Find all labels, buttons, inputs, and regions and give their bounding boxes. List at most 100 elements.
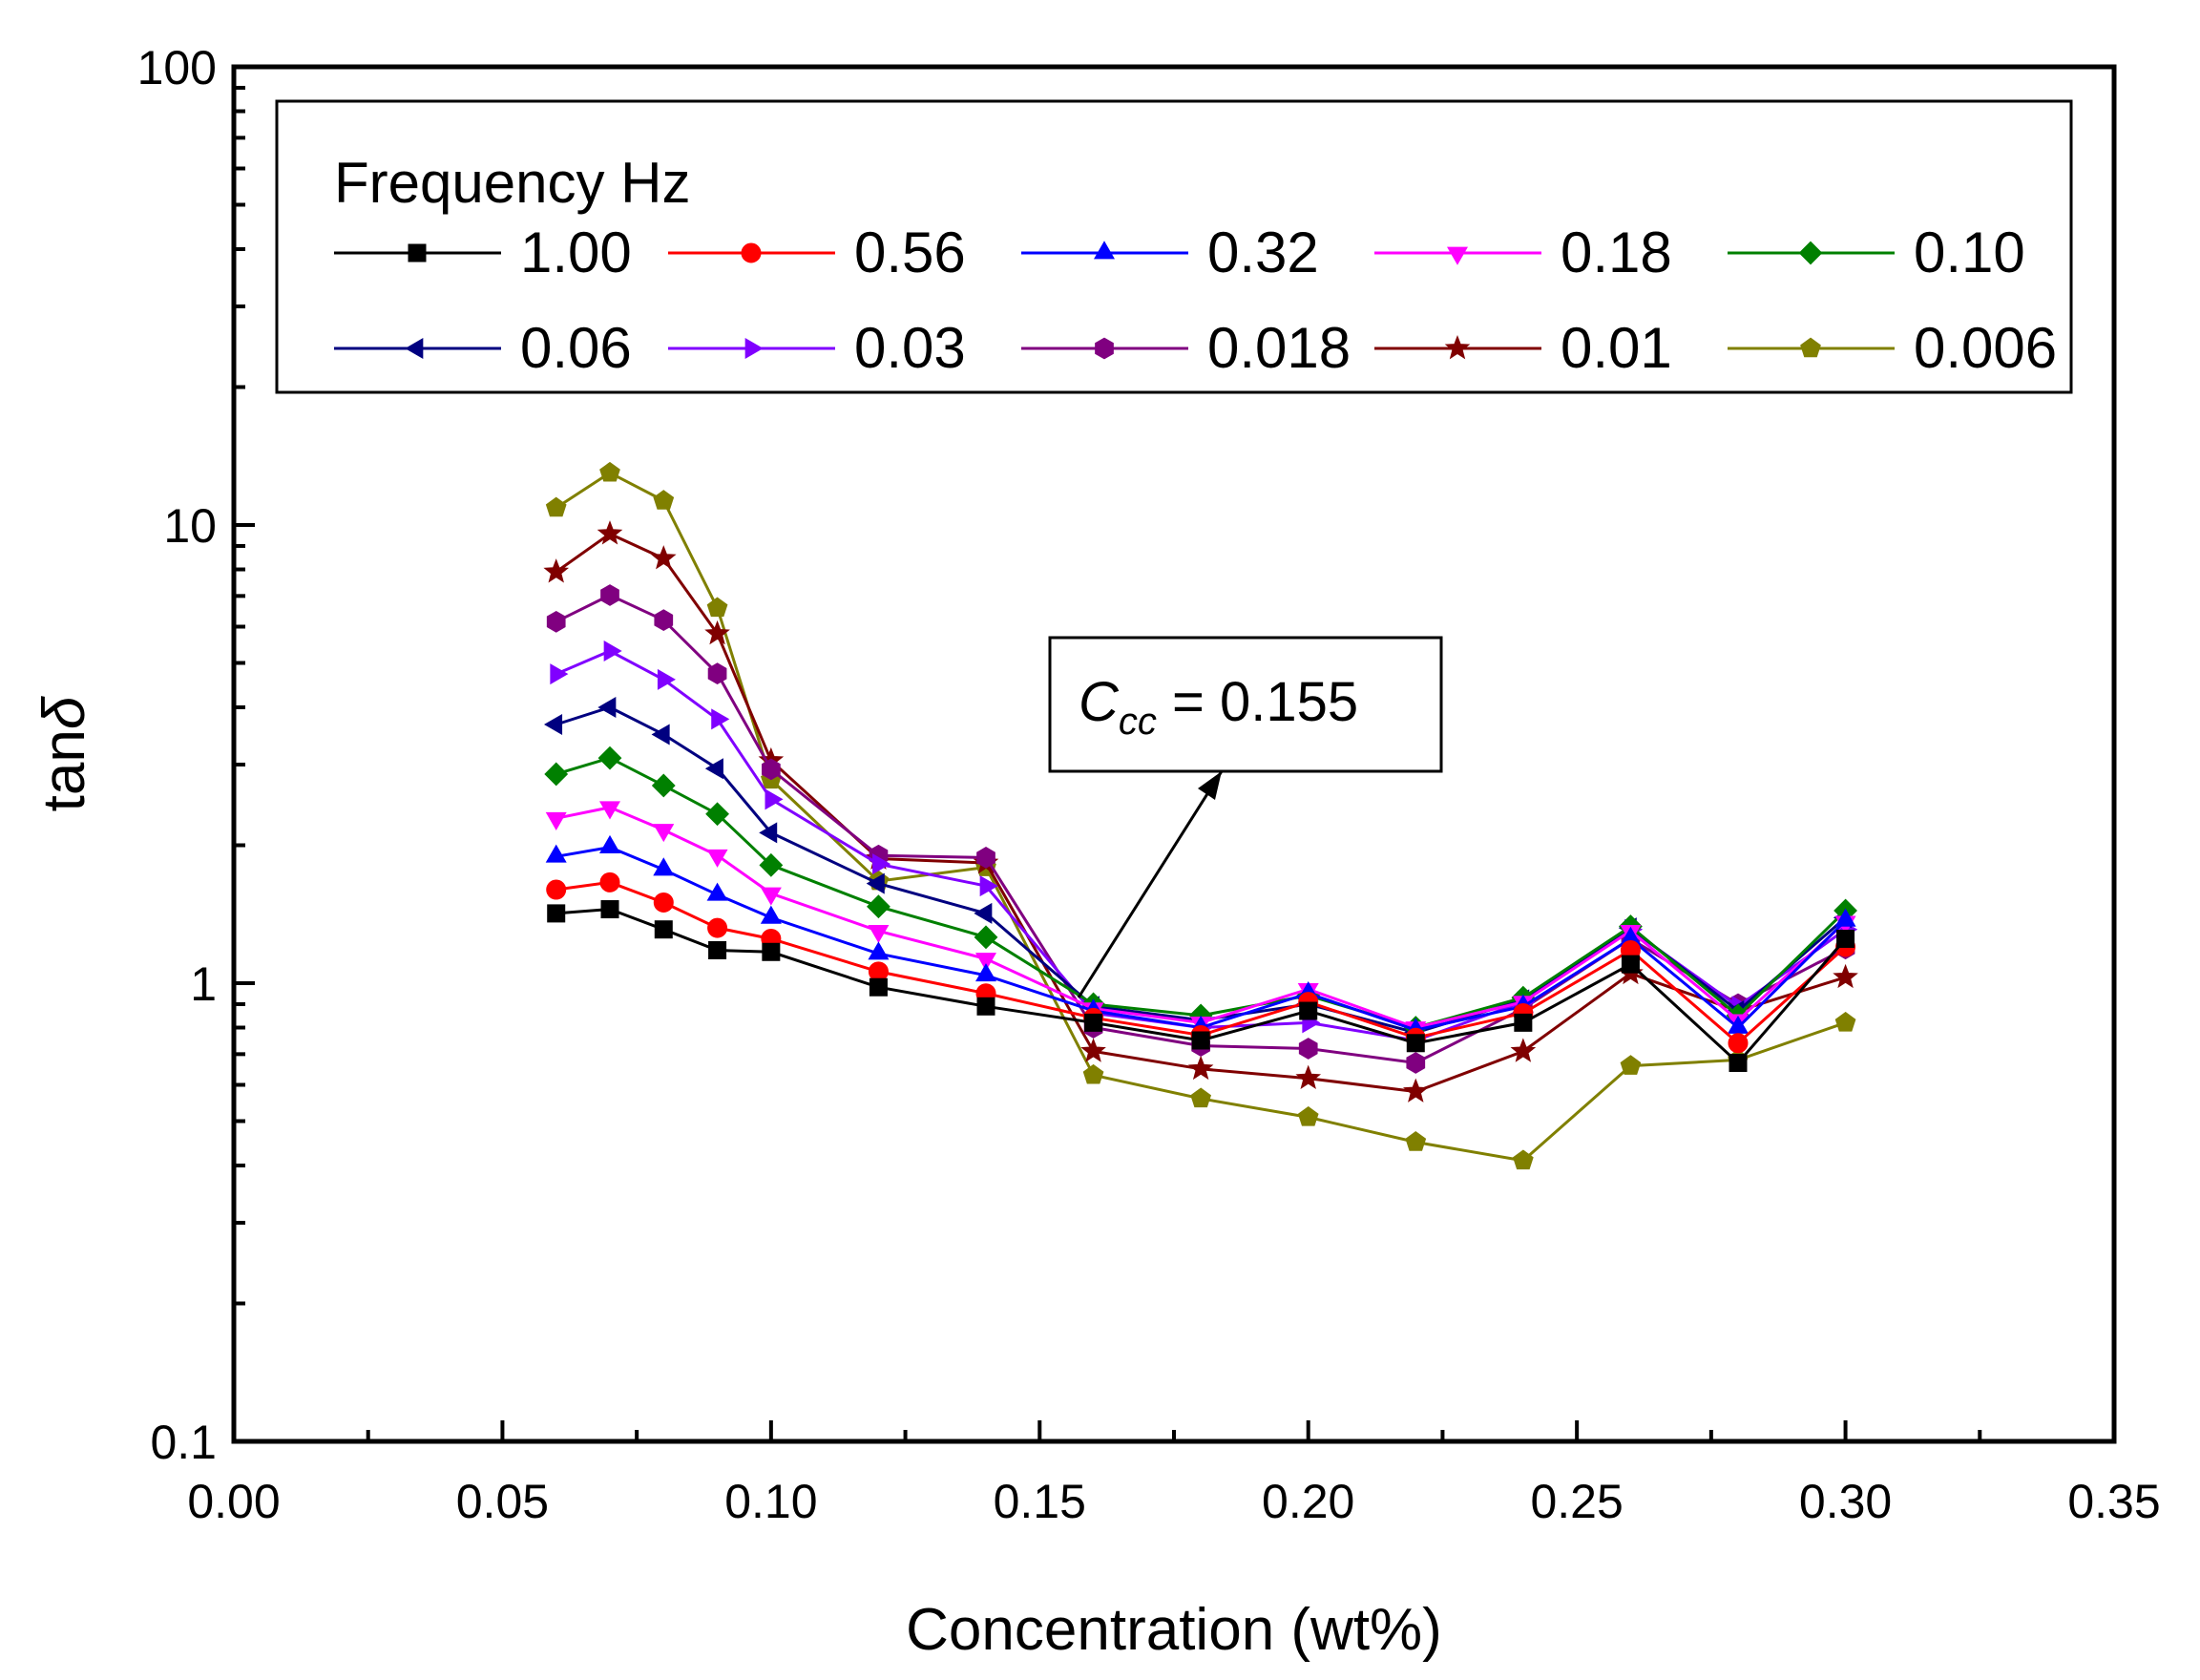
data-point [546,879,567,900]
legend-entry-0.01: 0.01 [1374,316,1672,380]
data-point [706,882,728,901]
annotation-value: = 0.155 [1157,671,1358,733]
axis-tick-labels: 0.00 0.05 0.10 0.15 0.20 0.25 0.30 0.35 0.1 1 10 10… [137,41,2161,1528]
y-axis-title-main: tan [31,729,97,811]
data-point [975,963,996,982]
x-tick-label: 0.30 [1799,1475,1892,1528]
data-point [744,338,764,359]
data-point [650,545,677,570]
data-point [1191,1031,1210,1050]
data-point [1447,246,1468,265]
data-point [759,822,778,844]
data-point [545,844,567,863]
data-point [1084,1013,1103,1032]
annotation-text: Ccc = 0.155 [1079,671,1358,743]
data-point [1406,1034,1425,1053]
data-point [868,941,890,960]
annotation: Ccc = 0.155 [1048,636,1443,998]
data-point [708,940,727,959]
annotation-arrowhead [1198,771,1222,800]
data-point [408,243,427,262]
x-axis-title: Concentration (wt%) [906,1597,1442,1663]
data-point [600,900,619,919]
data-point [707,662,727,685]
data-point [741,242,762,263]
data-point [976,997,995,1016]
data-point [1402,1078,1429,1102]
data-point [599,461,620,482]
data-point [651,773,676,798]
data-point [546,610,566,633]
data-point [1095,337,1114,360]
data-point [866,872,885,894]
data-point [1295,1064,1322,1089]
data-point [1406,1052,1426,1074]
data-point [1620,1055,1642,1075]
data-point [1082,1063,1104,1084]
data-point [1833,963,1858,989]
x-tick-label: 0.35 [2067,1475,2160,1528]
legend-label: 0.03 [854,316,966,380]
data-point [711,708,730,730]
legend-entry-0.18: 0.18 [1374,220,1672,284]
data-point [597,520,623,545]
data-point [705,802,729,827]
data-point [1728,1033,1749,1054]
x-tick-label: 0.25 [1530,1475,1623,1528]
legend-entry-0.03: 0.03 [668,316,966,380]
legend-label: 0.06 [520,316,632,380]
legend-entry-0.56: 0.56 [668,220,966,284]
data-point [976,847,995,869]
data-point [1834,908,1856,927]
data-point [706,597,728,618]
data-point [1512,1149,1534,1170]
data-point [597,746,622,770]
data-point [547,904,566,923]
annotation-arrow-line [1077,770,1224,998]
legend-entry-0.018: 0.018 [1021,316,1351,380]
annotation-sub: cc [1119,701,1157,743]
data-point [550,663,569,685]
data-point [979,875,998,897]
data-point [974,902,993,924]
data-point [1299,1001,1318,1020]
data-point [1798,241,1823,265]
x-tick-label: 0.10 [724,1475,817,1528]
legend-entry-0.10: 0.10 [1728,220,2025,284]
legend-label: 0.10 [1914,220,2025,284]
y-tick-label: 10 [163,499,217,553]
plot-data [543,461,1858,1170]
data-point [653,824,675,843]
legend-entry-0.06: 0.06 [334,316,632,380]
data-point [405,338,424,359]
legend-label: 0.01 [1561,316,1672,380]
legend: Frequency Hz 1.00 0.56 0.32 0.18 0.10 0.06 0.0… [275,99,2073,394]
data-point [1621,955,1640,974]
x-tick-label: 0.20 [1262,1475,1354,1528]
legend-label: 0.32 [1207,220,1319,284]
legend-title: Frequency Hz [334,151,690,215]
data-point [1297,1105,1319,1126]
data-point [600,584,619,606]
data-point [1834,1011,1856,1032]
legend-label: 1.00 [520,220,632,284]
data-point [654,920,673,939]
data-point [704,758,723,780]
data-point [1094,241,1115,260]
data-point [599,834,620,853]
data-point [760,887,782,906]
legend-box [275,99,2073,394]
annotation-var: C [1079,671,1120,733]
data-point [1190,1087,1212,1108]
legend-entry-1.00: 1.00 [334,220,632,284]
data-point [1836,929,1855,948]
y-tick-label: 0.1 [150,1416,217,1469]
data-point [653,857,675,876]
legend-entry-0.32: 0.32 [1021,220,1319,284]
data-point [1729,1053,1748,1072]
y-axis-title: tanδ [31,696,97,811]
annotation-box [1048,636,1443,773]
axis-ticks [232,65,2116,1443]
data-point [869,977,888,997]
legend-label: 0.18 [1561,220,1672,284]
